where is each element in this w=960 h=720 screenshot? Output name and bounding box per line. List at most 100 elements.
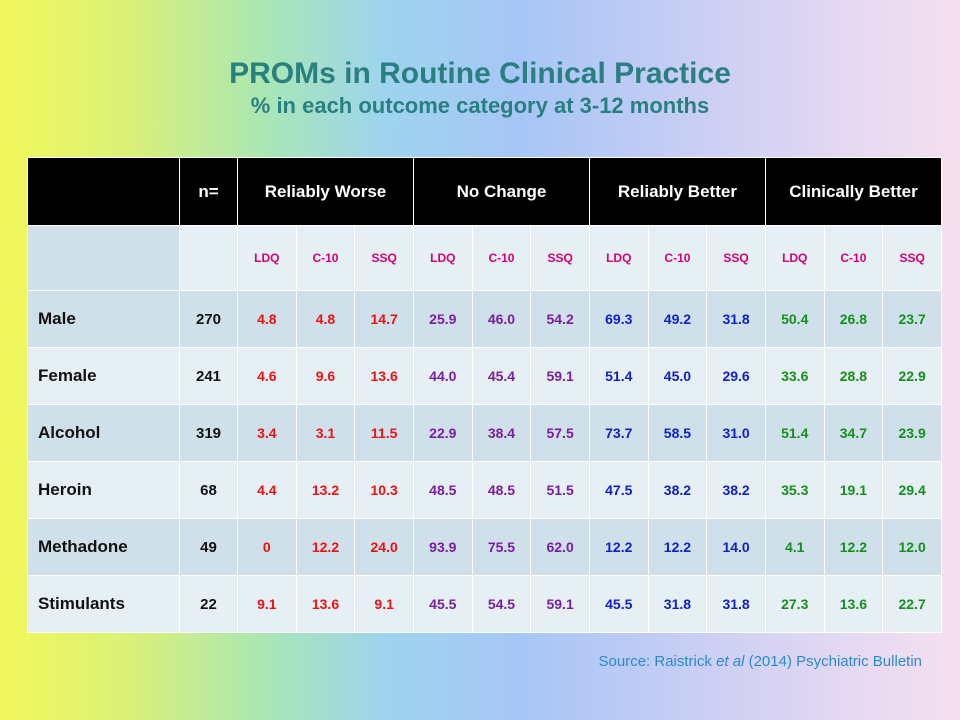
value-cell: 46.0 (471, 290, 532, 348)
value-cell: 0 (237, 518, 297, 576)
value-cell: 31.0 (706, 404, 766, 462)
value-cell: 12.0 (882, 518, 942, 576)
value-cell: 23.7 (882, 290, 942, 348)
value-cell: 31.8 (706, 290, 766, 348)
group-header-row: n= Reliably Worse No Change Reliably Bet… (27, 157, 943, 226)
page-subtitle: % in each outcome category at 3-12 month… (250, 93, 710, 118)
value-cell: 47.5 (588, 461, 649, 519)
value-cell: 45.5 (412, 575, 473, 633)
value-cell: 44.0 (412, 347, 473, 405)
value-cell: 48.5 (412, 461, 473, 519)
value-cell: 69.3 (588, 290, 649, 348)
measure-header: LDQ (764, 225, 825, 291)
value-cell: 22.7 (882, 575, 942, 633)
value-cell: 38.4 (471, 404, 532, 462)
measure-header: LDQ (237, 225, 297, 291)
value-cell: 38.2 (647, 461, 708, 519)
value-cell: 4.6 (237, 347, 297, 405)
measure-header: C-10 (647, 225, 708, 291)
measure-header: C-10 (823, 225, 884, 291)
table-body: Male 270 4.8 4.8 14.7 25.9 46.0 54.2 69.3 49.2 31.… (27, 290, 942, 633)
value-cell: 29.4 (882, 461, 942, 519)
measure-header: SSQ (354, 225, 414, 291)
row-label: Female (27, 347, 180, 405)
value-cell: 38.2 (706, 461, 766, 519)
value-cell: 33.6 (764, 347, 825, 405)
value-cell: 13.6 (823, 575, 884, 633)
group-header-reliably-better: Reliably Better (588, 157, 766, 226)
value-cell: 51.4 (588, 347, 649, 405)
corner-header (27, 157, 180, 226)
value-cell: 35.3 (764, 461, 825, 519)
row-n: 49 (179, 518, 238, 576)
table-row: Female 241 4.6 9.6 13.6 44.0 45.4 59.1 51.4 45.0 2… (27, 347, 942, 405)
value-cell: 12.2 (588, 518, 649, 576)
value-cell: 28.8 (823, 347, 884, 405)
value-cell: 75.5 (471, 518, 532, 576)
value-cell: 22.9 (882, 347, 942, 405)
value-cell: 62.0 (530, 518, 590, 576)
value-cell: 13.6 (354, 347, 414, 405)
measure-header: SSQ (882, 225, 942, 291)
value-cell: 31.8 (647, 575, 708, 633)
source-prefix: Source: Raistrick (598, 653, 717, 670)
n-subheader (179, 225, 238, 291)
value-cell: 48.5 (471, 461, 532, 519)
value-cell: 24.0 (354, 518, 414, 576)
measure-header: C-10 (295, 225, 356, 291)
value-cell: 59.1 (530, 347, 590, 405)
value-cell: 50.4 (764, 290, 825, 348)
value-cell: 11.5 (354, 404, 414, 462)
row-n: 68 (179, 461, 238, 519)
value-cell: 4.8 (295, 290, 356, 348)
value-cell: 9.1 (237, 575, 297, 633)
measure-header: LDQ (412, 225, 473, 291)
value-cell: 49.2 (647, 290, 708, 348)
value-cell: 3.4 (237, 404, 297, 462)
row-n: 270 (179, 290, 238, 348)
value-cell: 10.3 (354, 461, 414, 519)
measure-header: SSQ (706, 225, 766, 291)
row-label: Alcohol (27, 404, 180, 462)
value-cell: 93.9 (412, 518, 473, 576)
table-row: Heroin 68 4.4 13.2 10.3 48.5 48.5 51.5 47.5 38.2 3… (27, 461, 942, 519)
value-cell: 14.7 (354, 290, 414, 348)
measure-header-row: LDQ C-10 SSQ LDQ C-10 SSQ LDQ C-10 SSQ L… (27, 225, 942, 291)
value-cell: 73.7 (588, 404, 649, 462)
group-header-clinically-better: Clinically Better (764, 157, 943, 226)
row-label: Methadone (27, 518, 180, 576)
value-cell: 26.8 (823, 290, 884, 348)
table-row: Stimulants 22 9.1 13.6 9.1 45.5 54.5 59.1 45.5 31… (27, 575, 942, 633)
value-cell: 29.6 (706, 347, 766, 405)
group-header-reliably-worse: Reliably Worse (237, 157, 414, 226)
corner-subheader (27, 225, 180, 291)
source-italic: et al (716, 653, 745, 670)
group-header-no-change: No Change (412, 157, 590, 226)
value-cell: 27.3 (764, 575, 825, 633)
value-cell: 9.1 (354, 575, 414, 633)
n-header: n= (179, 157, 238, 226)
row-label: Male (27, 290, 180, 348)
value-cell: 22.9 (412, 404, 473, 462)
value-cell: 51.4 (764, 404, 825, 462)
value-cell: 57.5 (530, 404, 590, 462)
page-title: PROMs in Routine Clinical Practice (229, 57, 731, 90)
value-cell: 4.1 (764, 518, 825, 576)
measure-header: C-10 (471, 225, 532, 291)
value-cell: 31.8 (706, 575, 766, 633)
value-cell: 4.4 (237, 461, 297, 519)
row-label: Heroin (27, 461, 180, 519)
value-cell: 54.5 (471, 575, 532, 633)
table-row: Alcohol 319 3.4 3.1 11.5 22.9 38.4 57.5 73.7 58.5… (27, 404, 942, 462)
value-cell: 12.2 (647, 518, 708, 576)
value-cell: 19.1 (823, 461, 884, 519)
title-block: PROMs in Routine Clinical Practice % in … (0, 56, 960, 120)
row-label: Stimulants (27, 575, 180, 633)
value-cell: 12.2 (823, 518, 884, 576)
value-cell: 59.1 (530, 575, 590, 633)
source-suffix: (2014) Psychiatric Bulletin (744, 653, 922, 670)
measure-header: LDQ (588, 225, 649, 291)
value-cell: 4.8 (237, 290, 297, 348)
measure-header: SSQ (530, 225, 590, 291)
value-cell: 9.6 (295, 347, 356, 405)
